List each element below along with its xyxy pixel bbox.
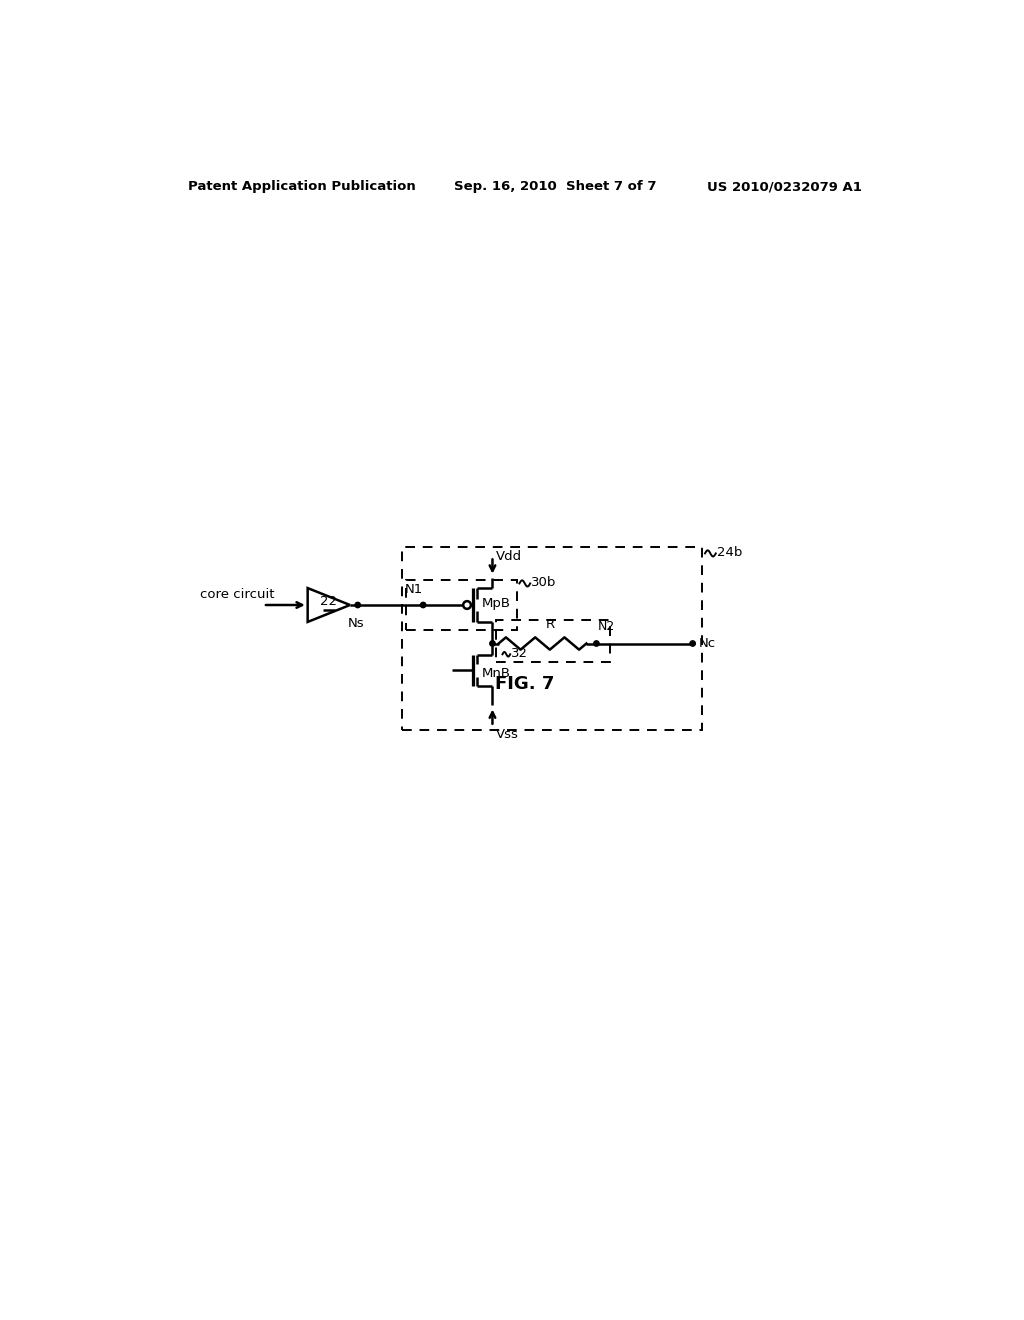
- Text: N2: N2: [598, 619, 615, 632]
- Text: R: R: [546, 618, 555, 631]
- Text: core circuit: core circuit: [200, 589, 274, 601]
- Text: US 2010/0232079 A1: US 2010/0232079 A1: [708, 181, 862, 194]
- Text: Sep. 16, 2010  Sheet 7 of 7: Sep. 16, 2010 Sheet 7 of 7: [454, 181, 656, 194]
- Circle shape: [594, 640, 599, 647]
- Bar: [407, 581, 517, 630]
- Text: Vdd: Vdd: [496, 550, 521, 564]
- Text: 32: 32: [511, 647, 528, 660]
- Text: 30b: 30b: [531, 576, 556, 589]
- Text: Patent Application Publication: Patent Application Publication: [188, 181, 416, 194]
- Text: Nc: Nc: [698, 638, 716, 649]
- Circle shape: [421, 602, 426, 607]
- Text: 22: 22: [321, 595, 337, 609]
- Text: 24b: 24b: [717, 546, 742, 560]
- Bar: [401, 548, 701, 730]
- Text: FIG. 7: FIG. 7: [496, 675, 554, 693]
- Circle shape: [690, 640, 695, 647]
- Bar: [497, 620, 610, 663]
- Text: N1: N1: [404, 582, 423, 595]
- Text: MpB: MpB: [481, 597, 511, 610]
- Text: MnB: MnB: [481, 667, 511, 680]
- Text: Vss: Vss: [496, 729, 518, 742]
- Text: Ns: Ns: [348, 618, 365, 631]
- Circle shape: [489, 640, 496, 647]
- Circle shape: [355, 602, 360, 607]
